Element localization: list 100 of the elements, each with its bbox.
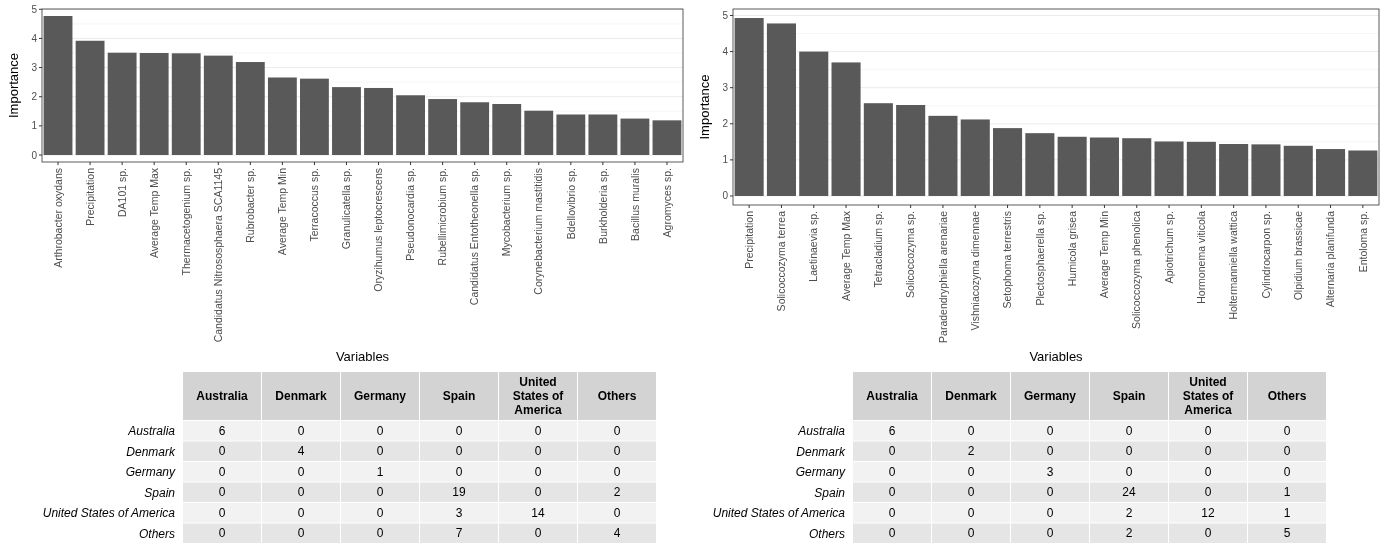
y-tick-label: Australia: [797, 424, 846, 439]
data-label: 0: [218, 485, 226, 500]
data-label: 0: [1204, 464, 1212, 479]
data-label: 0: [1046, 526, 1054, 541]
data-label: 0: [218, 505, 226, 520]
data-label: 0: [297, 526, 305, 541]
data-label: 0: [534, 485, 542, 500]
y-tick-label: 1: [31, 120, 38, 132]
data-label: 0: [218, 464, 226, 479]
data-label: 0: [967, 485, 975, 500]
data-label: 0: [888, 526, 896, 541]
bar: [863, 103, 893, 196]
data-label: 0: [1204, 526, 1212, 541]
x-tick-label: Corynebacterium mastitidis: [532, 168, 545, 295]
data-label: 0: [297, 485, 305, 500]
x-tick-label: Bacillus muralis: [628, 168, 641, 241]
data-label: 0: [1046, 423, 1054, 438]
x-tick-label: Setophoma terrestris: [1001, 211, 1014, 309]
data-label: 4: [297, 444, 305, 459]
x-tick-label: United States of America: [512, 375, 565, 418]
data-label: 0: [1046, 505, 1054, 520]
y-axis-title: Importance: [697, 74, 712, 140]
data-label: 2: [1125, 505, 1133, 520]
data-label: 4: [613, 526, 621, 541]
data-label: 1: [376, 464, 384, 479]
y-tick-label: 0: [31, 149, 38, 161]
x-tick-label: Alternaria planifunda: [1324, 210, 1337, 308]
y-tick-label: 4: [31, 32, 38, 44]
data-label: 0: [1125, 444, 1133, 459]
x-tick-label: Entoloma sp.: [1356, 211, 1369, 273]
y-tick-label: 3: [722, 82, 729, 94]
data-label: 0: [455, 444, 463, 459]
x-tick-label: Solicoccozyma sp.: [904, 211, 917, 298]
bar: [1219, 144, 1249, 196]
bar: [332, 87, 361, 156]
x-tick-label: Plectosphaerella sp.: [1033, 211, 1046, 306]
bar: [75, 40, 105, 156]
data-label: 1: [1283, 505, 1291, 520]
x-tick-label: Terracoccus sp.: [308, 168, 321, 242]
data-label: 0: [1125, 423, 1133, 438]
x-tick-label: Oryzihumus leptocrescens: [372, 168, 385, 292]
data-label: 0: [967, 423, 975, 438]
data-label: 0: [218, 444, 226, 459]
y-tick-label: Others: [808, 526, 845, 541]
y-tick-label: Spain: [814, 485, 846, 500]
y-tick-label: Germany: [795, 465, 846, 480]
bar: [300, 78, 329, 156]
data-label: 0: [297, 505, 305, 520]
data-label: 0: [534, 526, 542, 541]
data-label: 0: [297, 464, 305, 479]
y-tick-label: 2: [722, 118, 729, 130]
x-tick-label: Thermacetogenium sp.: [179, 168, 192, 276]
data-label: 2: [967, 444, 975, 459]
x-tick-label: Laetinaevia sp.: [807, 211, 820, 282]
x-tick-label: Average Temp Max: [839, 210, 852, 302]
bar: [831, 62, 861, 196]
data-label: 6: [218, 423, 226, 438]
y-axis-title: Importance: [6, 52, 21, 119]
bar: [1316, 149, 1346, 196]
bar: [1089, 137, 1119, 196]
data-label: 0: [455, 423, 463, 438]
x-tick-label: Paradendryphiella arenariae: [936, 210, 949, 343]
x-tick-label: Cylindrocarpon sp.: [1259, 211, 1272, 299]
y-tick-label: 0: [722, 190, 729, 202]
data-label: 0: [613, 505, 621, 520]
data-label: 0: [888, 464, 896, 479]
y-tick-label: 4: [722, 46, 729, 58]
data-label: 1: [1283, 485, 1291, 500]
x-tick-label: Rubellimicrobium sp.: [436, 168, 449, 266]
x-tick-label: Solicoccozyma phenolica: [1130, 210, 1143, 329]
bar: [993, 128, 1023, 196]
bar: [1283, 145, 1313, 196]
bar: [799, 51, 829, 196]
data-label: 3: [455, 505, 463, 520]
y-tick-label: Others: [138, 526, 175, 541]
data-label: 0: [613, 444, 621, 459]
data-label: 0: [1204, 423, 1212, 438]
x-tick-label: Average Temp Max: [147, 167, 160, 259]
x-tick-label: Australia: [866, 389, 918, 404]
bar: [588, 114, 618, 156]
bar: [460, 102, 490, 156]
bar: [43, 15, 73, 156]
data-label: 6: [888, 423, 896, 438]
data-label: 0: [888, 505, 896, 520]
data-label: 7: [455, 526, 463, 541]
bar: [556, 114, 586, 156]
x-tick-label: United States of America: [1182, 375, 1235, 418]
data-label: 0: [1046, 485, 1054, 500]
x-tick-label: Pseudonocardia sp.: [404, 168, 417, 261]
x-tick-label: Solicoccozyma terrea: [775, 210, 788, 312]
bar: [171, 53, 201, 156]
bar: [766, 23, 796, 196]
x-tick-label: Germany: [353, 389, 407, 404]
x-tick-label: Humicola grisea: [1065, 210, 1078, 287]
data-label: 0: [1046, 444, 1054, 459]
y-tick-label: 5: [31, 3, 38, 15]
data-label: 19: [452, 485, 466, 500]
bar: [492, 104, 522, 156]
data-label: 0: [967, 505, 975, 520]
data-label: 0: [613, 464, 621, 479]
